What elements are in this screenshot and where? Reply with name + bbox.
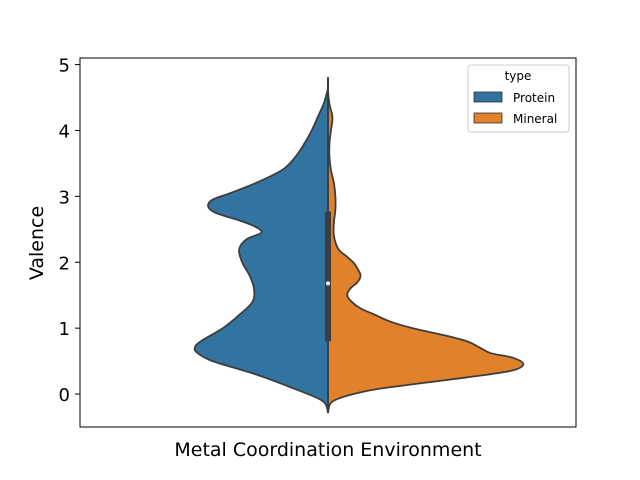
legend: type Protein Mineral <box>467 64 570 133</box>
violin-half-mineral <box>326 76 525 414</box>
legend-label-protein: Protein <box>513 91 555 105</box>
y-tick-label: 5 <box>59 56 70 77</box>
x-axis-title: Metal Coordination Environment <box>174 439 481 461</box>
y-tick-label: 4 <box>59 121 70 142</box>
legend-label-mineral: Mineral <box>513 112 557 126</box>
y-tick-label: 1 <box>59 319 70 340</box>
y-axis-title: Valence <box>26 206 48 280</box>
inner-iqr-box <box>325 211 331 342</box>
violin-half-protein <box>193 76 330 414</box>
inner-median-dot <box>326 281 330 286</box>
legend-swatch-mineral <box>473 112 503 124</box>
plot-area <box>193 76 525 414</box>
y-tick-label: 2 <box>59 253 70 274</box>
y-tick-label: 3 <box>59 187 70 208</box>
legend-swatch-protein <box>473 91 503 103</box>
axes-frame <box>79 57 577 428</box>
legend-title: type <box>505 69 532 83</box>
y-tick-label: 0 <box>59 385 70 406</box>
y-axis: 0 1 2 3 4 5 <box>59 56 80 406</box>
